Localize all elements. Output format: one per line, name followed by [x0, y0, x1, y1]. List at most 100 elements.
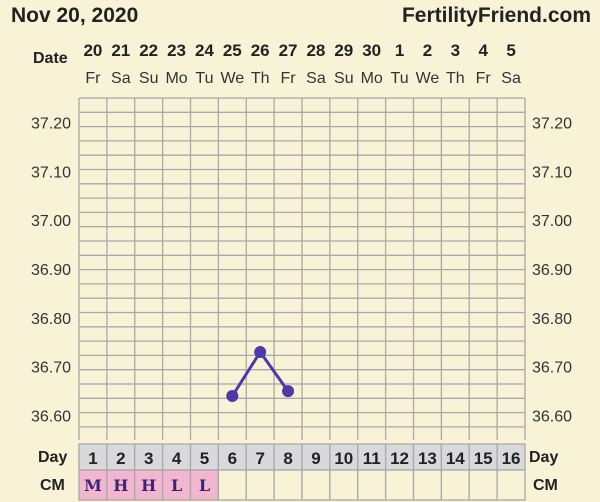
date-number: 30	[362, 41, 381, 60]
weekday-label: Tu	[391, 70, 409, 87]
temperature-point	[282, 385, 295, 398]
weekday-label: We	[416, 70, 440, 87]
cm-cell	[245, 469, 275, 501]
day-cell	[496, 443, 526, 471]
day-cell	[217, 443, 247, 471]
weekday-label: Fr	[476, 70, 492, 87]
weekday-label: Su	[334, 70, 354, 87]
weekday-label: Sa	[111, 70, 131, 87]
date-number: 5	[506, 41, 515, 60]
y-tick-label: 36.90	[31, 262, 71, 279]
cm-cell	[273, 469, 303, 501]
cm-value: L	[171, 476, 182, 495]
cm-cell	[329, 469, 359, 501]
y-axis-left: 37.20 37.10 37.00 36.90 36.80 36.70 36.60	[31, 115, 71, 425]
temperature-point	[254, 346, 267, 359]
weekday-label: Fr	[85, 70, 101, 87]
date-number: 25	[223, 41, 242, 60]
weekday-label: Mo	[165, 70, 187, 87]
weekday-label: Su	[139, 70, 159, 87]
cm-cell	[301, 469, 331, 501]
day-row-label-right: Day	[529, 449, 558, 466]
y-tick-label: 36.80	[31, 311, 71, 328]
day-cell	[189, 443, 220, 471]
day-number: 14	[446, 449, 465, 468]
day-number: 4	[172, 449, 182, 468]
chart-grid	[78, 97, 526, 440]
y-tick-label-right: 37.10	[532, 164, 572, 181]
day-number: 1	[88, 449, 97, 468]
cm-cell	[440, 469, 470, 501]
temperature-series	[226, 346, 295, 403]
date-number: 24	[195, 41, 214, 60]
date-number: 29	[334, 41, 353, 60]
cm-value: H	[113, 476, 128, 495]
y-tick-label: 37.20	[31, 115, 71, 132]
day-cell	[468, 443, 498, 471]
day-number: 10	[334, 449, 353, 468]
y-tick-label-right: 37.00	[532, 213, 572, 230]
weekday-label: Sa	[306, 70, 326, 87]
date-number: 26	[251, 41, 270, 60]
y-tick-label: 37.00	[31, 213, 71, 230]
cm-cell	[412, 469, 443, 501]
y-tick-label-right: 36.60	[532, 409, 572, 426]
day-number: 7	[255, 449, 264, 468]
day-number: 13	[418, 449, 437, 468]
chart-date: Nov 20, 2020	[11, 4, 138, 27]
cm-row-label: CM	[40, 477, 65, 494]
y-tick-label-right: 36.90	[532, 262, 572, 279]
weekday-label: Mo	[361, 70, 383, 87]
cm-cell	[357, 469, 387, 501]
site-name: FertilityFriend.com	[402, 4, 591, 27]
date-number: 27	[279, 41, 298, 60]
y-tick-label: 36.60	[31, 409, 71, 426]
date-number: 28	[306, 41, 325, 60]
y-tick-label-right: 37.20	[532, 115, 572, 132]
day-row: 1 2 3 4 5 6 7 8 9 10 11 12 13 14 15 16	[78, 443, 526, 471]
weekday-label: Th	[251, 70, 270, 87]
day-number: 11	[363, 449, 381, 468]
day-number: 2	[116, 449, 125, 468]
weekday-label: Fr	[281, 70, 297, 87]
temperature-line	[231, 350, 290, 397]
day-cell	[412, 443, 443, 471]
date-number: 20	[83, 41, 102, 60]
y-tick-label: 37.10	[31, 164, 71, 181]
cm-cell	[217, 469, 247, 501]
day-row-label: Day	[38, 449, 67, 466]
cm-cell	[384, 469, 415, 501]
cm-cell	[78, 469, 108, 501]
day-number: 9	[311, 449, 320, 468]
date-number: 22	[139, 41, 158, 60]
date-row-label: Date	[33, 50, 68, 67]
y-tick-label-right: 36.70	[532, 360, 572, 377]
day-cell	[357, 443, 387, 471]
day-number: 6	[228, 449, 237, 468]
day-number: 5	[200, 449, 209, 468]
cm-cell	[106, 469, 136, 501]
date-number: 21	[111, 41, 130, 60]
date-number: 1	[395, 41, 404, 60]
day-cell	[273, 443, 303, 471]
cm-cell	[468, 469, 498, 501]
weekday-label: We	[220, 70, 244, 87]
cm-value: M	[84, 476, 102, 495]
day-number: 15	[474, 449, 493, 468]
day-number: 8	[283, 449, 292, 468]
weekday-label: Th	[446, 70, 465, 87]
day-number: 16	[502, 449, 521, 468]
y-tick-label: 36.70	[31, 360, 71, 377]
day-number: 3	[144, 449, 153, 468]
y-tick-label-right: 36.80	[532, 311, 572, 328]
weekday-label: Sa	[501, 70, 521, 87]
date-number: 3	[451, 41, 460, 60]
date-number: 23	[167, 41, 186, 60]
date-number: 2	[423, 41, 432, 60]
day-number: 12	[390, 449, 409, 468]
date-number: 4	[478, 41, 488, 60]
cm-row-label-right: CM	[533, 477, 558, 494]
cm-cell	[496, 469, 526, 501]
